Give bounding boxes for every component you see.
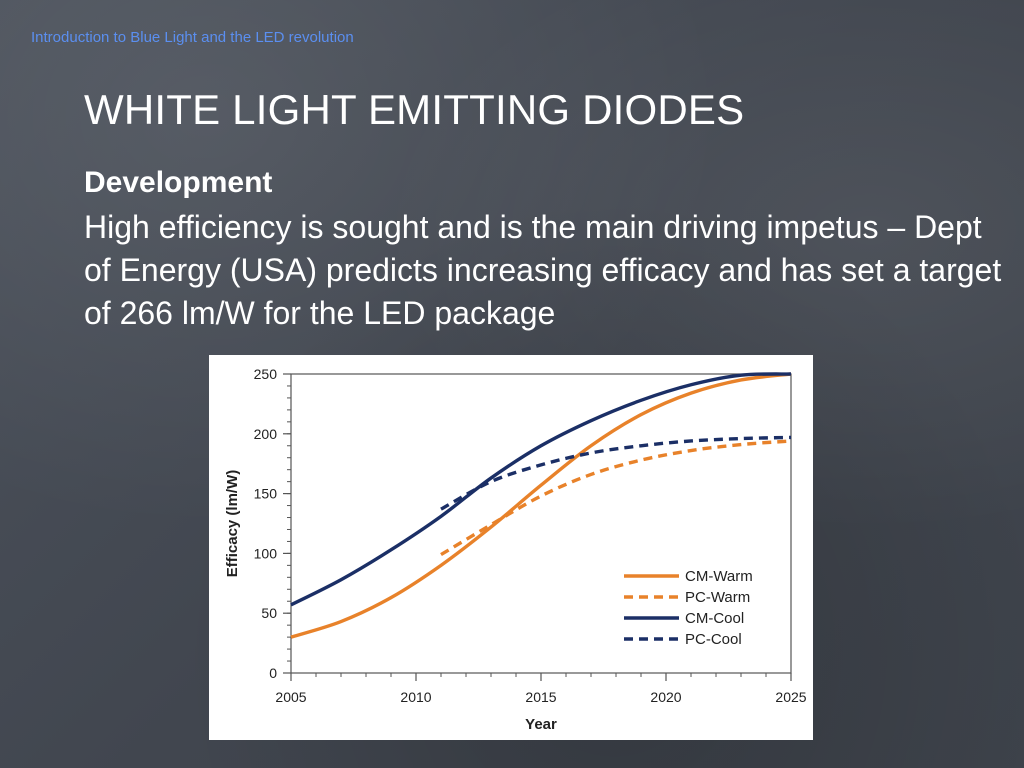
x-tick-label: 2025 bbox=[775, 689, 806, 705]
body-text: High efficiency is sought and is the mai… bbox=[84, 209, 1002, 331]
y-tick-label: 250 bbox=[254, 366, 278, 382]
x-tick-label: 2010 bbox=[400, 689, 431, 705]
subheading: Development bbox=[84, 166, 273, 199]
y-tick-label: 200 bbox=[254, 426, 278, 442]
x-tick-label: 2020 bbox=[650, 689, 681, 705]
y-axis-title: Efficacy (lm/W) bbox=[224, 470, 241, 578]
plot-frame bbox=[290, 373, 792, 674]
x-axis-title: Year bbox=[525, 716, 557, 733]
slide-title: WHITE LIGHT EMITTING DIODES bbox=[84, 86, 745, 133]
y-tick-label: 0 bbox=[269, 665, 277, 681]
legend-label-pc-cool: PC-Cool bbox=[685, 631, 742, 648]
y-tick-label: 150 bbox=[254, 486, 278, 502]
x-tick-label: 2005 bbox=[275, 689, 306, 705]
y-tick-label: 50 bbox=[261, 605, 277, 621]
y-tick-label: 100 bbox=[254, 545, 278, 561]
series-line-pc-warm bbox=[440, 439, 792, 557]
efficacy-chart: 0 50 100 150 200 250 2005 2010 2015 2020 2025 CM-W… bbox=[224, 366, 807, 733]
series-line-cm-cool bbox=[290, 372, 792, 607]
series-line-cm-warm bbox=[290, 372, 792, 639]
legend-label-pc-warm: PC-Warm bbox=[685, 589, 750, 606]
legend: CM-Warm PC-Warm CM-Cool PC-Cool bbox=[624, 568, 753, 648]
header-note: Introduction to Blue Light and the LED r… bbox=[31, 29, 354, 46]
axes: 0 50 100 150 200 250 2005 2010 2015 2020 2025 bbox=[254, 366, 807, 705]
series-line-pc-cool bbox=[440, 435, 792, 511]
series-lines bbox=[290, 372, 792, 639]
legend-label-cm-warm: CM-Warm bbox=[685, 568, 753, 585]
efficacy-chart-panel: 0 50 100 150 200 250 2005 2010 2015 2020 2025 CM-W… bbox=[209, 355, 813, 740]
x-tick-label: 2015 bbox=[525, 689, 556, 705]
legend-label-cm-cool: CM-Cool bbox=[685, 610, 744, 627]
